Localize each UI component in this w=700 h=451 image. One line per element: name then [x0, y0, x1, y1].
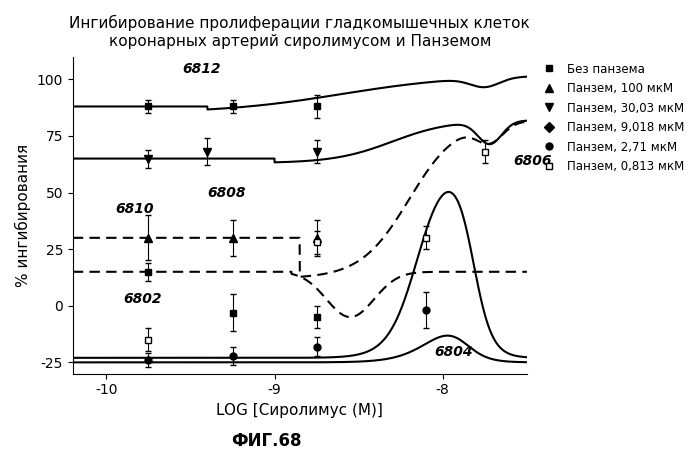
X-axis label: LOG [Сиролимус (М)]: LOG [Сиролимус (М)]	[216, 403, 383, 418]
Text: 6804: 6804	[434, 345, 473, 359]
Text: 6812: 6812	[182, 61, 220, 75]
Text: ФИГ.68: ФИГ.68	[231, 433, 301, 451]
Text: 6808: 6808	[207, 186, 246, 200]
Legend: Без панзема, Панзем, 100 мкМ, Панзем, 30,03 мкМ, Панзем, 9,018 мкМ, Панзем, 2,71: Без панзема, Панзем, 100 мкМ, Панзем, 30…	[537, 63, 684, 173]
Text: 6810: 6810	[115, 202, 153, 216]
Text: 6806: 6806	[513, 154, 552, 168]
Y-axis label: % ингибирования: % ингибирования	[15, 143, 32, 287]
Title: Ингибирование пролиферации гладкомышечных клеток
коронарных артерий сиролимусом : Ингибирование пролиферации гладкомышечны…	[69, 15, 530, 49]
Text: 6802: 6802	[123, 293, 162, 307]
